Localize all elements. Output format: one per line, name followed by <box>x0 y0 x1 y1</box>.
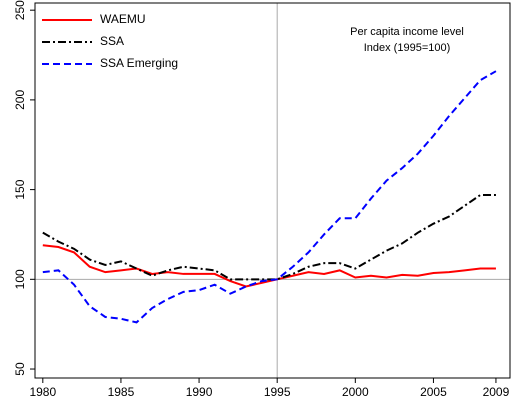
legend-label: WAEMU <box>100 12 146 26</box>
x-tick-label: 2000 <box>342 385 369 399</box>
y-tick-label: 150 <box>13 179 27 199</box>
x-tick-label: 2005 <box>420 385 447 399</box>
annotation: Per capita income level <box>350 26 464 38</box>
series-line <box>42 70 497 324</box>
x-tick-label: 1985 <box>108 385 135 399</box>
x-tick-label: 1995 <box>264 385 291 399</box>
y-tick-label: 200 <box>13 90 27 110</box>
series-line <box>42 193 496 281</box>
y-tick-label: 100 <box>13 269 27 289</box>
legend-label: SSA <box>100 34 124 48</box>
x-tick-label: 2009 <box>483 385 510 399</box>
plot-frame <box>34 2 511 379</box>
y-tick-label: 50 <box>13 362 27 376</box>
x-tick-label: 1990 <box>186 385 213 399</box>
x-tick-label: 1980 <box>29 385 56 399</box>
legend-label: SSA Emerging <box>100 56 178 70</box>
annotation: Index (1995=100) <box>364 42 451 54</box>
y-tick-label: 250 <box>13 0 27 20</box>
series-line <box>42 244 496 288</box>
